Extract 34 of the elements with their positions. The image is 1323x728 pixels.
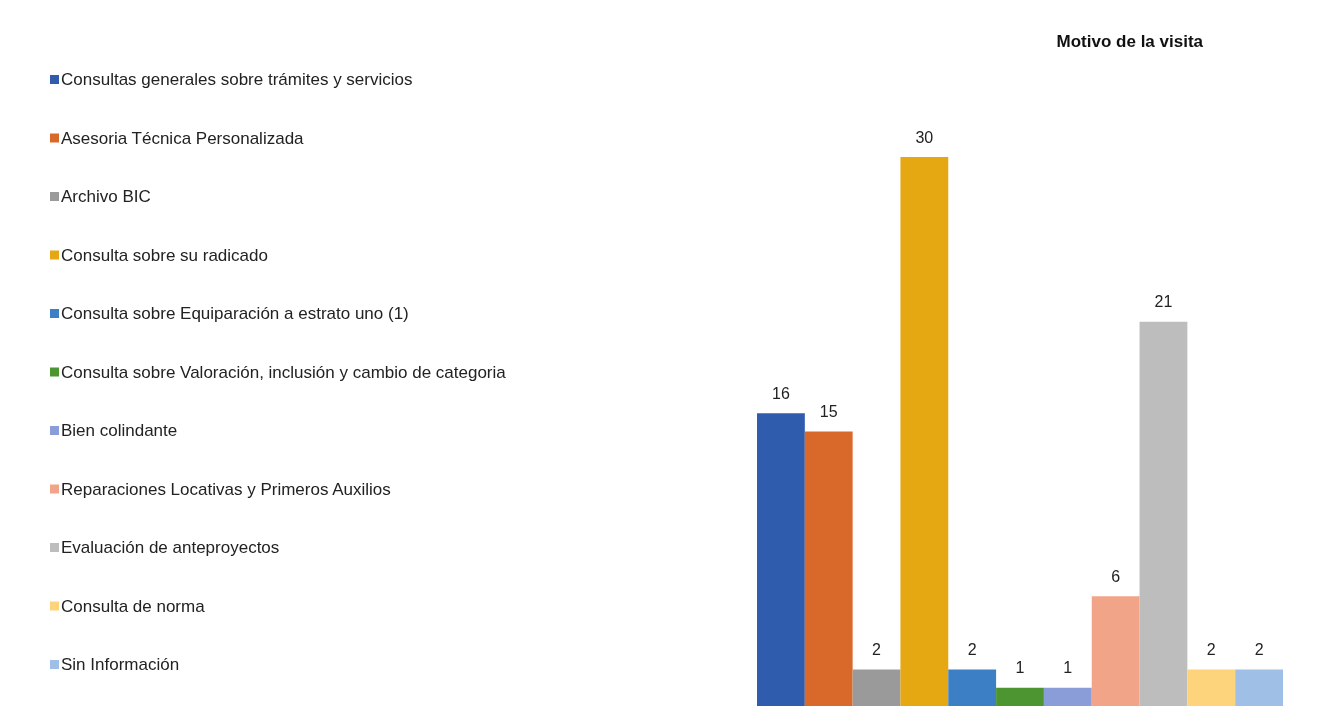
bar xyxy=(1091,596,1140,706)
legend-label: Sin Información xyxy=(61,655,180,674)
bar xyxy=(948,669,997,706)
data-label: 21 xyxy=(1154,293,1173,311)
bar xyxy=(804,431,853,706)
bar xyxy=(757,413,805,706)
legend-label: Consulta sobre Equiparación a estrato uno (1) xyxy=(61,304,409,323)
data-label: 6 xyxy=(1111,567,1121,585)
data-label: 1 xyxy=(1015,659,1025,677)
legend-label: Evaluación de anteproyectos xyxy=(61,538,280,557)
data-label: 2 xyxy=(872,640,882,658)
bar xyxy=(1235,669,1283,706)
legend-label: Consulta sobre su radicado xyxy=(61,245,268,265)
bar xyxy=(996,687,1044,706)
legend-label: Asesoria Técnica Personalizada xyxy=(61,128,305,148)
chart-title: Motivo de la visita xyxy=(1056,32,1204,51)
data-label: 2 xyxy=(1254,640,1264,658)
legend-label: Bien colindante xyxy=(61,421,178,440)
bar xyxy=(1187,669,1236,706)
data-label: 30 xyxy=(915,128,934,146)
data-label: 15 xyxy=(819,403,838,420)
legend-label: Consulta sobre Valoración, inclusión y cambio de categoria xyxy=(61,362,507,382)
data-label: 1 xyxy=(1063,659,1073,677)
legend-label: Consulta de norma xyxy=(61,596,206,616)
legend-label: Archivo BIC xyxy=(61,187,151,206)
legend-label: Consultas generales sobre trámites y servicios xyxy=(61,70,413,89)
bar xyxy=(852,669,901,706)
bar xyxy=(1139,321,1188,706)
legend-label: Reparaciones Locativas y Primeros Auxilios xyxy=(61,479,391,499)
data-label: 2 xyxy=(1206,640,1216,658)
data-label: 16 xyxy=(772,384,790,402)
data-label: 2 xyxy=(967,640,977,658)
bar xyxy=(1043,687,1092,706)
bar xyxy=(900,157,949,706)
